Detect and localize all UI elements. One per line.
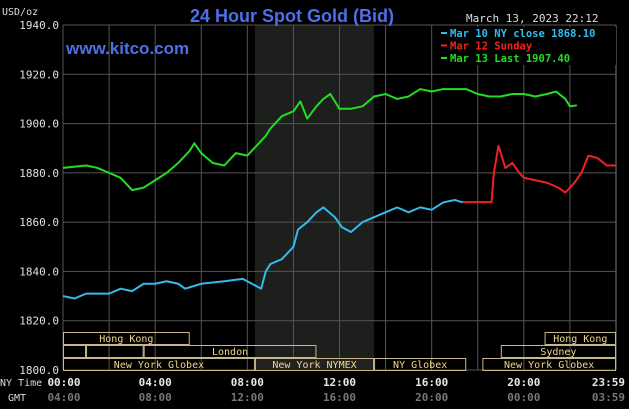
y-axis-unit: USD/oz	[2, 7, 38, 18]
session-box	[544, 332, 617, 345]
y-tick-label: 1880.0	[19, 167, 59, 180]
x-tick-labels: NY Time GMT 00:00 04:00 04:00 08:00 08:00 12:00…	[0, 376, 625, 404]
x-tick-ny: 00:00	[47, 376, 80, 389]
y-tick-label: 1820.0	[19, 315, 59, 328]
x-tick-gmt: 20:00	[415, 391, 448, 404]
session-box	[374, 358, 467, 371]
session-label: New York Globex	[504, 360, 594, 371]
x-tick-ny: 16:00	[415, 376, 448, 389]
series-lines	[62, 88, 616, 300]
session-label: New York NYMEX	[272, 360, 356, 371]
x-tick-ny: 23:59	[592, 376, 625, 389]
x-tick-ny: 04:00	[139, 376, 172, 389]
x-tick-gmt: 12:00	[231, 391, 264, 404]
series-line-0	[62, 198, 464, 300]
session-box	[254, 358, 375, 371]
session-label: Hong Kong	[99, 334, 153, 345]
x-tick-ny: 20:00	[507, 376, 540, 389]
y-tick-label: 1900.0	[19, 118, 59, 131]
y-tick-label: 1840.0	[19, 265, 59, 278]
y-tick-label: 1920.0	[19, 68, 59, 81]
y-tick-label: 1940.0	[19, 19, 59, 32]
session-box	[482, 358, 616, 371]
x-tick-gmt: 03:59	[592, 391, 625, 404]
legend-entry: Mar 10 NY close 1868.10	[450, 28, 595, 40]
x-tick-gmt: 08:00	[139, 391, 172, 404]
session-label: Hong Kong	[553, 334, 607, 345]
legend-swatch	[441, 32, 447, 34]
y-tick-label: 1800.0	[19, 364, 59, 377]
y-tick-label: 1860.0	[19, 216, 59, 229]
market-sessions: Hong Kong Hong Kong London Sydney New York G…	[63, 332, 617, 371]
session-label: London	[212, 347, 248, 358]
legend-swatch	[441, 57, 447, 59]
chart-title: 24 Hour Spot Gold (Bid)	[190, 6, 394, 26]
session-box	[63, 358, 255, 371]
series-line-1	[462, 144, 616, 204]
timestamp: March 13, 2023 22:12	[466, 12, 598, 25]
session-label: NY Globex	[393, 360, 447, 371]
nymex-shade	[254, 25, 375, 370]
gmt-label: GMT	[8, 393, 26, 404]
x-tick-ny: 08:00	[231, 376, 264, 389]
x-tick-gmt: 00:00	[507, 391, 540, 404]
watermark: www.kitco.com	[65, 39, 189, 58]
series-line-2	[62, 88, 577, 192]
session-box	[500, 345, 616, 358]
legend-swatch	[441, 44, 447, 47]
session-box	[63, 332, 190, 345]
legend-entry: Mar 13 Last 1907.40	[450, 53, 570, 65]
ny-time-label: NY Time	[0, 378, 42, 389]
grid	[62, 24, 617, 371]
session-label: New York Globex	[114, 360, 204, 371]
y-tick-labels: 1800.0 1820.0 1840.0 1860.0 1880.0 1900.0 1920…	[19, 19, 59, 377]
session-label: Sydney	[540, 347, 576, 358]
x-tick-gmt: 16:00	[323, 391, 356, 404]
legend-entry: Mar 12 Sunday	[450, 41, 533, 53]
legend-box	[433, 27, 616, 65]
session-box	[143, 345, 317, 358]
session-box	[63, 345, 87, 358]
session-box	[86, 345, 144, 358]
x-tick-ny: 12:00	[323, 376, 356, 389]
x-tick-gmt: 04:00	[47, 391, 80, 404]
